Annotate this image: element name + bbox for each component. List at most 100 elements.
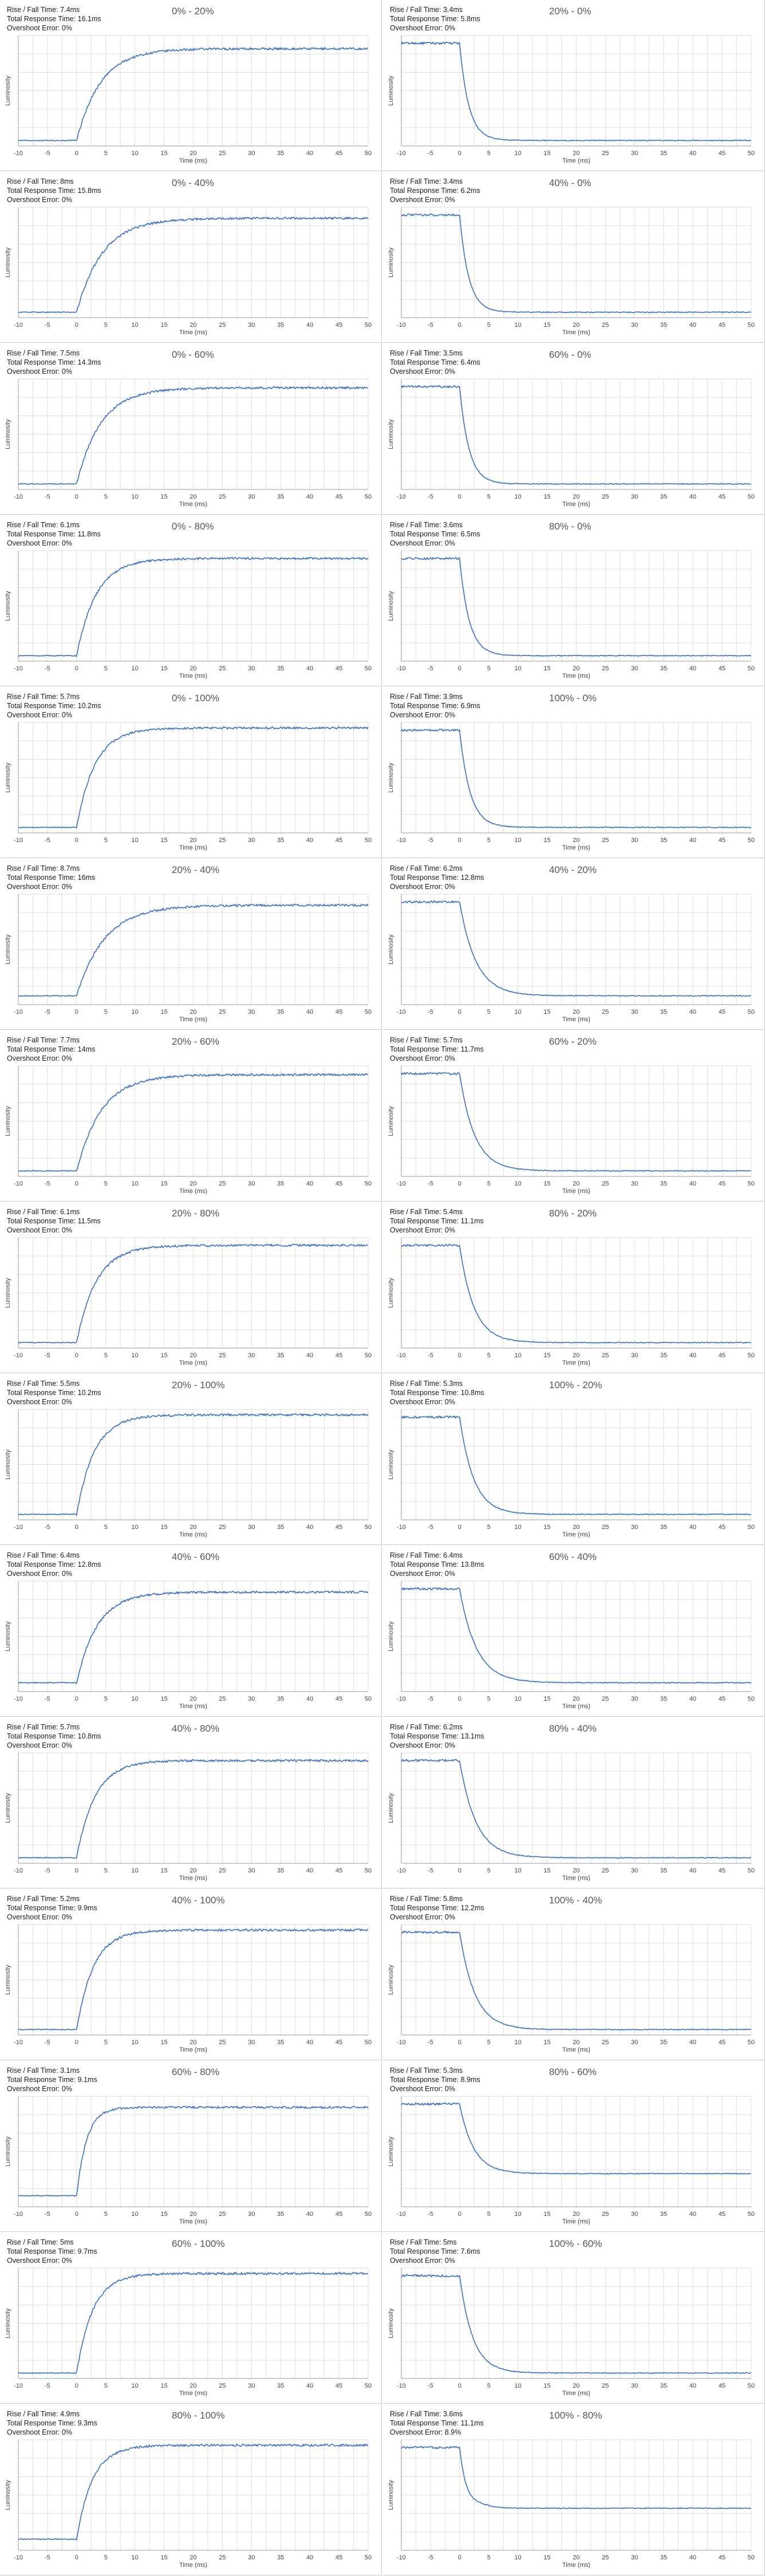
x-tick-label: 40: [689, 1180, 696, 1187]
x-axis-label: Time (ms): [562, 1703, 590, 1710]
luminosity-trace: [18, 1243, 369, 1344]
chart-panel: Rise / Fall Time: 5.4ms Total Response Ti…: [383, 1202, 765, 1373]
x-tick-label: 25: [602, 1009, 609, 1016]
luminosity-trace: [18, 726, 369, 828]
y-axis-label: Luminosity: [388, 1965, 394, 1995]
x-tick-label: 30: [631, 150, 638, 157]
x-tick-label: 5: [104, 2039, 108, 2046]
x-tick-label: 15: [543, 2554, 550, 2561]
response-stats: Rise / Fall Time: 8.7ms Total Response Ti…: [7, 864, 95, 891]
x-tick-label: 35: [277, 1352, 284, 1359]
x-tick-label: 30: [248, 837, 255, 844]
x-tick-label: 0: [458, 1696, 461, 1702]
response-stats: Rise / Fall Time: 7.7ms Total Response Ti…: [7, 1036, 95, 1063]
response-stats: Rise / Fall Time: 5.8ms Total Response Ti…: [390, 1894, 484, 1922]
luminosity-trace: [18, 2105, 369, 2197]
total-response-time-text: Total Response Time: 14ms: [7, 1045, 96, 1053]
rise-fall-time-text: Rise / Fall Time: 5ms: [390, 2238, 457, 2246]
chart-panel: Rise / Fall Time: 8.7ms Total Response Ti…: [0, 859, 382, 1030]
x-tick-label: 15: [160, 2554, 167, 2561]
x-tick-label: 30: [631, 837, 638, 844]
x-tick-label: 0: [75, 2039, 78, 2046]
x-tick-label: 0: [75, 1867, 78, 1874]
y-axis-label: Luminosity: [388, 2308, 394, 2338]
chart-panel: Rise / Fall Time: 6.1ms Total Response Ti…: [0, 1202, 382, 1373]
chart-panel: Rise / Fall Time: 6.1ms Total Response Ti…: [0, 515, 382, 686]
total-response-time-text: Total Response Time: 14.3ms: [7, 358, 101, 366]
x-tick-label: 40: [689, 2554, 696, 2561]
x-tick-label: 20: [189, 150, 196, 157]
chart-panel: Rise / Fall Time: 6.2ms Total Response Ti…: [383, 1717, 765, 1888]
x-tick-label: 30: [631, 2211, 638, 2218]
x-tick-label: 40: [306, 1009, 313, 1016]
x-tick-label: 45: [335, 2039, 342, 2046]
x-tick-label: -5: [428, 1867, 433, 1874]
overshoot-error-text: Overshoot Error: 0%: [390, 24, 455, 32]
y-axis-label: Luminosity: [5, 2480, 11, 2510]
line-chart: -10 -5 0 5 10 15 20 25 30 35 40 45 50 Time (ms) Lumino…: [388, 1065, 755, 1195]
x-axis-label: Time (ms): [562, 157, 590, 164]
x-tick-label: -5: [428, 322, 433, 329]
x-tick-label: -5: [428, 150, 433, 157]
x-tick-label: -10: [14, 1524, 23, 1531]
rise-fall-time-text: Rise / Fall Time: 5.2ms: [7, 1895, 80, 1903]
luminosity-trace: [401, 1587, 752, 1684]
x-tick-label: 15: [543, 2039, 550, 2046]
rise-fall-time-text: Rise / Fall Time: 7.4ms: [7, 6, 80, 14]
x-tick-label: 15: [160, 1524, 167, 1531]
x-axis-label: Time (ms): [179, 157, 207, 164]
x-tick-label: 20: [572, 2383, 579, 2389]
x-tick-label: 10: [515, 150, 522, 157]
x-tick-label: 25: [219, 2039, 226, 2046]
x-tick-label: 5: [104, 1180, 108, 1187]
x-tick-label: 10: [515, 837, 522, 844]
x-tick-label: 30: [248, 2554, 255, 2561]
x-tick-label: 25: [219, 1524, 226, 1531]
chart-panel: Rise / Fall Time: 4.9ms Total Response Ti…: [0, 2404, 382, 2575]
x-tick-label: 25: [602, 665, 609, 672]
x-tick-label: 5: [487, 1524, 491, 1531]
rise-fall-time-text: Rise / Fall Time: 5.4ms: [390, 1208, 463, 1216]
x-tick-label: 15: [543, 493, 550, 500]
overshoot-error-text: Overshoot Error: 0%: [7, 2428, 72, 2436]
rise-fall-time-text: Rise / Fall Time: 6.2ms: [390, 864, 463, 872]
x-tick-label: 0: [458, 493, 461, 500]
x-tick-label: 35: [660, 1352, 667, 1359]
x-tick-label: 5: [104, 665, 108, 672]
chart-title: 80% - 40%: [549, 1723, 597, 1734]
overshoot-error-text: Overshoot Error: 0%: [7, 1398, 72, 1406]
x-tick-label: 0: [75, 665, 78, 672]
x-tick-label: 25: [602, 150, 609, 157]
chart-title: 20% - 80%: [172, 1208, 220, 1219]
luminosity-trace: [401, 41, 752, 141]
chart-panel: Rise / Fall Time: 3.6ms Total Response Ti…: [383, 2404, 765, 2575]
x-tick-label: -5: [45, 665, 50, 672]
x-tick-label: 40: [689, 1009, 696, 1016]
chart-panel: Rise / Fall Time: 6.2ms Total Response Ti…: [383, 859, 765, 1030]
x-tick-label: 10: [132, 1867, 139, 1874]
x-tick-label: -5: [45, 2554, 50, 2561]
line-chart: -10 -5 0 5 10 15 20 25 30 35 40 45 50 Time (ms) Lumino…: [5, 894, 372, 1023]
rise-fall-time-text: Rise / Fall Time: 5.5ms: [7, 1380, 80, 1388]
luminosity-trace: [401, 2102, 752, 2175]
x-tick-label: 15: [543, 665, 550, 672]
x-tick-label: -10: [397, 1009, 406, 1016]
chart-panel: Rise / Fall Time: 5.7ms Total Response Ti…: [0, 687, 382, 858]
x-tick-label: 30: [248, 1696, 255, 1702]
x-tick-label: 35: [277, 1867, 284, 1874]
x-tick-label: 35: [277, 493, 284, 500]
y-axis-label: Luminosity: [388, 76, 394, 106]
line-chart: -10 -5 0 5 10 15 20 25 30 35 40 45 50 Time (ms) Lumino…: [388, 2267, 755, 2397]
x-tick-label: -10: [14, 2211, 23, 2218]
chart-title: 80% - 100%: [172, 2410, 225, 2421]
overshoot-error-text: Overshoot Error: 0%: [390, 368, 455, 376]
x-tick-label: 25: [219, 1867, 226, 1874]
x-tick-label: 30: [248, 493, 255, 500]
x-tick-label: 40: [689, 493, 696, 500]
x-tick-label: 25: [219, 665, 226, 672]
chart-title: 80% - 60%: [549, 2067, 597, 2077]
x-tick-label: 15: [160, 2211, 167, 2218]
rise-fall-time-text: Rise / Fall Time: 6.1ms: [7, 521, 80, 529]
x-tick-label: 20: [189, 493, 196, 500]
chart-title: 20% - 0%: [549, 6, 591, 17]
